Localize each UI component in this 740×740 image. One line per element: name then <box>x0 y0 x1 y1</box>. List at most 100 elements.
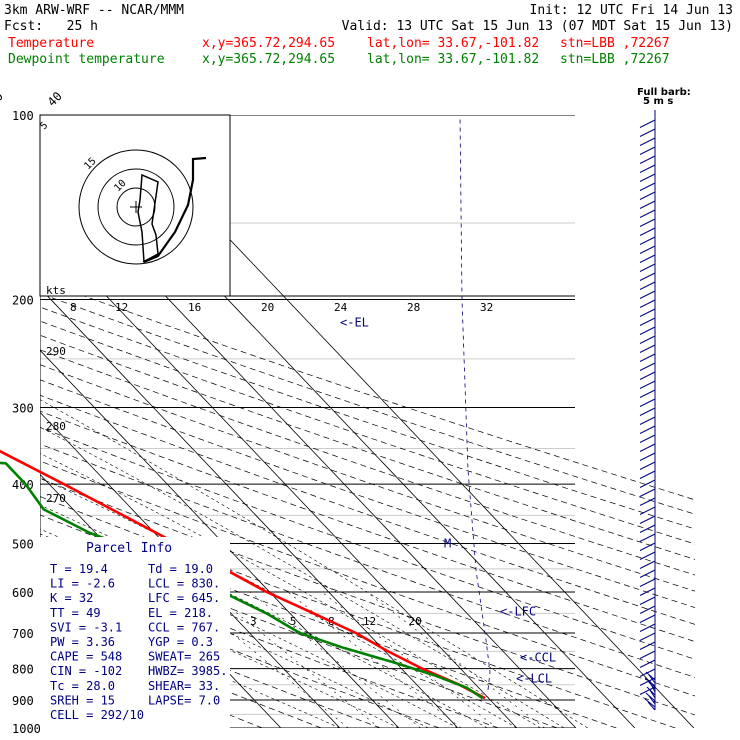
sounding-traces <box>0 449 486 700</box>
hodograph-frame <box>39 114 231 297</box>
wind-barb <box>639 371 656 380</box>
wind-barb <box>639 587 656 596</box>
wind-barb <box>639 542 656 551</box>
parcel-info-title: Parcel Info <box>86 541 172 556</box>
pressure-tick-500: 500 <box>12 537 34 551</box>
pressure-tick-300: 300 <box>12 401 34 415</box>
init-time: Init: 12 UTC Fri 14 Jun 13 <box>530 3 734 18</box>
wind-barb-low <box>647 701 656 711</box>
wind-barb <box>639 605 656 614</box>
wind-barb <box>639 299 656 308</box>
wind-barb-low <box>644 677 656 687</box>
hodograph-ring-3 <box>78 149 194 265</box>
mixing-ratio-8 <box>287 591 462 728</box>
wind-barb-low <box>645 671 656 681</box>
wind-barb-low <box>649 689 656 699</box>
wind-barb <box>639 344 656 353</box>
wind-barb <box>639 335 656 344</box>
pressure-tick-800: 800 <box>12 663 34 677</box>
parcel-row-left: SVI = -3.1 <box>50 620 122 634</box>
parcel-row-left: SREH = 15 <box>50 693 115 707</box>
wind-barb <box>639 155 656 164</box>
wind-barb <box>639 659 656 668</box>
pressure-tick-600: 600 <box>12 586 34 600</box>
forecast-hour: Fcst: 25 h <box>4 19 98 34</box>
dry-adiabat-400 <box>40 364 695 592</box>
wind-barb <box>639 380 656 389</box>
barb-legend-value: 5 m s <box>643 96 673 107</box>
parcel-row-right: LAPSE= 7.0 <box>148 693 220 707</box>
wind-speed-label-20: 20 <box>261 301 274 314</box>
wind-barb <box>639 281 656 290</box>
hodograph-ring-2 <box>97 168 175 246</box>
wind-speed-label-28: 28 <box>407 301 420 314</box>
wind-barbs <box>639 110 656 711</box>
wind-barb <box>639 200 656 209</box>
pressure-tick-1000: 1000 <box>12 722 41 736</box>
theta-side-label-290: 290 <box>46 345 66 358</box>
theta-side-label-280: 280 <box>46 420 66 433</box>
parcel-row-right: LCL = 830. <box>148 577 220 591</box>
wind-barb <box>639 434 656 443</box>
dry-adiabat-360 <box>40 427 695 660</box>
wind-barb <box>639 560 656 569</box>
valid-time: Valid: 13 UTC Sat 15 Jun 13 (07 MDT Sat … <box>342 19 733 34</box>
dry-adiabat-350 <box>40 443 695 678</box>
wind-barb <box>639 146 656 155</box>
wind-barb <box>639 569 656 578</box>
parcel-row-left: CELL = 292/10 <box>50 708 144 722</box>
parcel-row-left: K = 32 <box>50 591 93 605</box>
pressure-tick-700: 700 <box>12 627 34 641</box>
barb-legend-title: Full barb: <box>637 87 691 98</box>
parcel-row-right: HWBZ= 3985. <box>148 664 227 678</box>
wind-barb <box>639 119 656 128</box>
annotation-ccl: <-CCL <box>520 650 556 664</box>
wind-barb <box>639 452 656 461</box>
dry-adiabat-270 <box>40 593 381 728</box>
wind-barb <box>639 227 656 236</box>
wind-barb <box>639 326 656 335</box>
hodograph-trace-thin <box>137 173 159 263</box>
dry-adiabat-460 <box>40 279 695 501</box>
isotherm-label-40: 40 <box>45 89 65 109</box>
wind-speed-label-12: 12 <box>115 301 128 314</box>
wind-barb-low <box>648 695 656 705</box>
wind-barb <box>639 533 656 542</box>
moist-adiabat-24 <box>40 453 541 728</box>
temperature-xy: x,y=365.72,294.65 <box>202 36 335 51</box>
wind-barb <box>639 425 656 434</box>
wind-barb <box>639 137 656 146</box>
moist-adiabat-5 <box>40 549 429 728</box>
parcel-row-left: TT = 49 <box>50 606 101 620</box>
wind-barb-low <box>644 698 656 708</box>
parcel-path <box>459 114 491 691</box>
isotherm-20 <box>40 225 518 728</box>
wind-barb <box>639 308 656 317</box>
wind-barb <box>639 407 656 416</box>
parcel-info-panel: Parcel Info T = 19.4 Td = 19.0 LI = -2.6 LC… <box>40 537 230 730</box>
annotation-lfc: <-LFC <box>500 604 536 618</box>
wind-barb <box>639 416 656 425</box>
dry-adiabat-310 <box>40 514 617 728</box>
parcel-row-left: T = 19.4 <box>50 562 108 576</box>
axis-labels: 100200300400500600700800900100023581220-… <box>0 89 493 736</box>
pressure-tick-900: 900 <box>12 694 34 708</box>
parcel-row-right: YGP = 0.3 <box>148 635 213 649</box>
annotation-lcl: <-LCL <box>516 671 552 685</box>
dry-adiabat-280 <box>40 573 440 728</box>
wind-barb <box>639 461 656 470</box>
wind-barb <box>639 641 656 650</box>
wind-barb <box>639 551 656 560</box>
wind-barb <box>639 497 656 506</box>
model-title: 3km ARW-WRF -- NCAR/MMM <box>4 3 184 18</box>
parcel-row-right: LFC = 645. <box>148 591 220 605</box>
wind-barb <box>639 515 656 524</box>
mixing-ratio-label-12: 12 <box>363 615 376 628</box>
dry-adiabat-340 <box>40 460 695 697</box>
isotherm-label-30: 30 <box>0 89 6 109</box>
isotherm--10 <box>40 411 341 728</box>
parcel-row-right: SWEAT= 265 <box>148 650 220 664</box>
temperature-trace <box>0 449 486 700</box>
wind-barb <box>639 479 656 488</box>
